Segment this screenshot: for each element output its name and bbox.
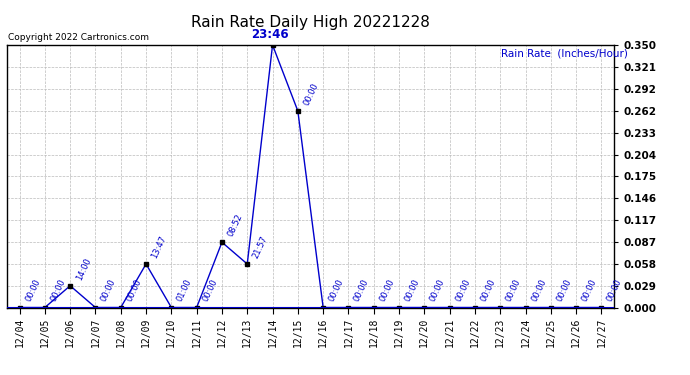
Text: 00:00: 00:00: [327, 278, 346, 303]
Text: 00:00: 00:00: [606, 278, 624, 303]
Text: Copyright 2022 Cartronics.com: Copyright 2022 Cartronics.com: [8, 33, 148, 42]
Text: 00:00: 00:00: [530, 278, 548, 303]
Text: 23:46: 23:46: [251, 28, 288, 41]
Text: 00:00: 00:00: [479, 278, 497, 303]
Text: 00:00: 00:00: [428, 278, 446, 303]
Text: 00:00: 00:00: [302, 81, 320, 107]
Text: 00:00: 00:00: [99, 278, 118, 303]
Text: 01:00: 01:00: [175, 278, 194, 303]
Text: 00:00: 00:00: [201, 278, 219, 303]
Text: 21:57: 21:57: [251, 234, 270, 260]
Text: 00:00: 00:00: [353, 278, 371, 303]
Text: 00:00: 00:00: [504, 278, 522, 303]
Text: 00:00: 00:00: [403, 278, 422, 303]
Text: 14:00: 14:00: [75, 256, 92, 282]
Text: 00:00: 00:00: [49, 278, 67, 303]
Text: 00:00: 00:00: [555, 278, 573, 303]
Text: 00:00: 00:00: [580, 278, 598, 303]
Text: Rain Rate  (Inches/Hour): Rain Rate (Inches/Hour): [501, 49, 628, 59]
Text: 08:52: 08:52: [226, 213, 244, 238]
Text: 00:00: 00:00: [23, 278, 42, 303]
Text: 00:00: 00:00: [454, 278, 472, 303]
Text: 00:00: 00:00: [378, 278, 396, 303]
Text: Rain Rate Daily High 20221228: Rain Rate Daily High 20221228: [191, 15, 430, 30]
Text: 13:47: 13:47: [150, 234, 168, 260]
Text: 00:00: 00:00: [125, 278, 143, 303]
